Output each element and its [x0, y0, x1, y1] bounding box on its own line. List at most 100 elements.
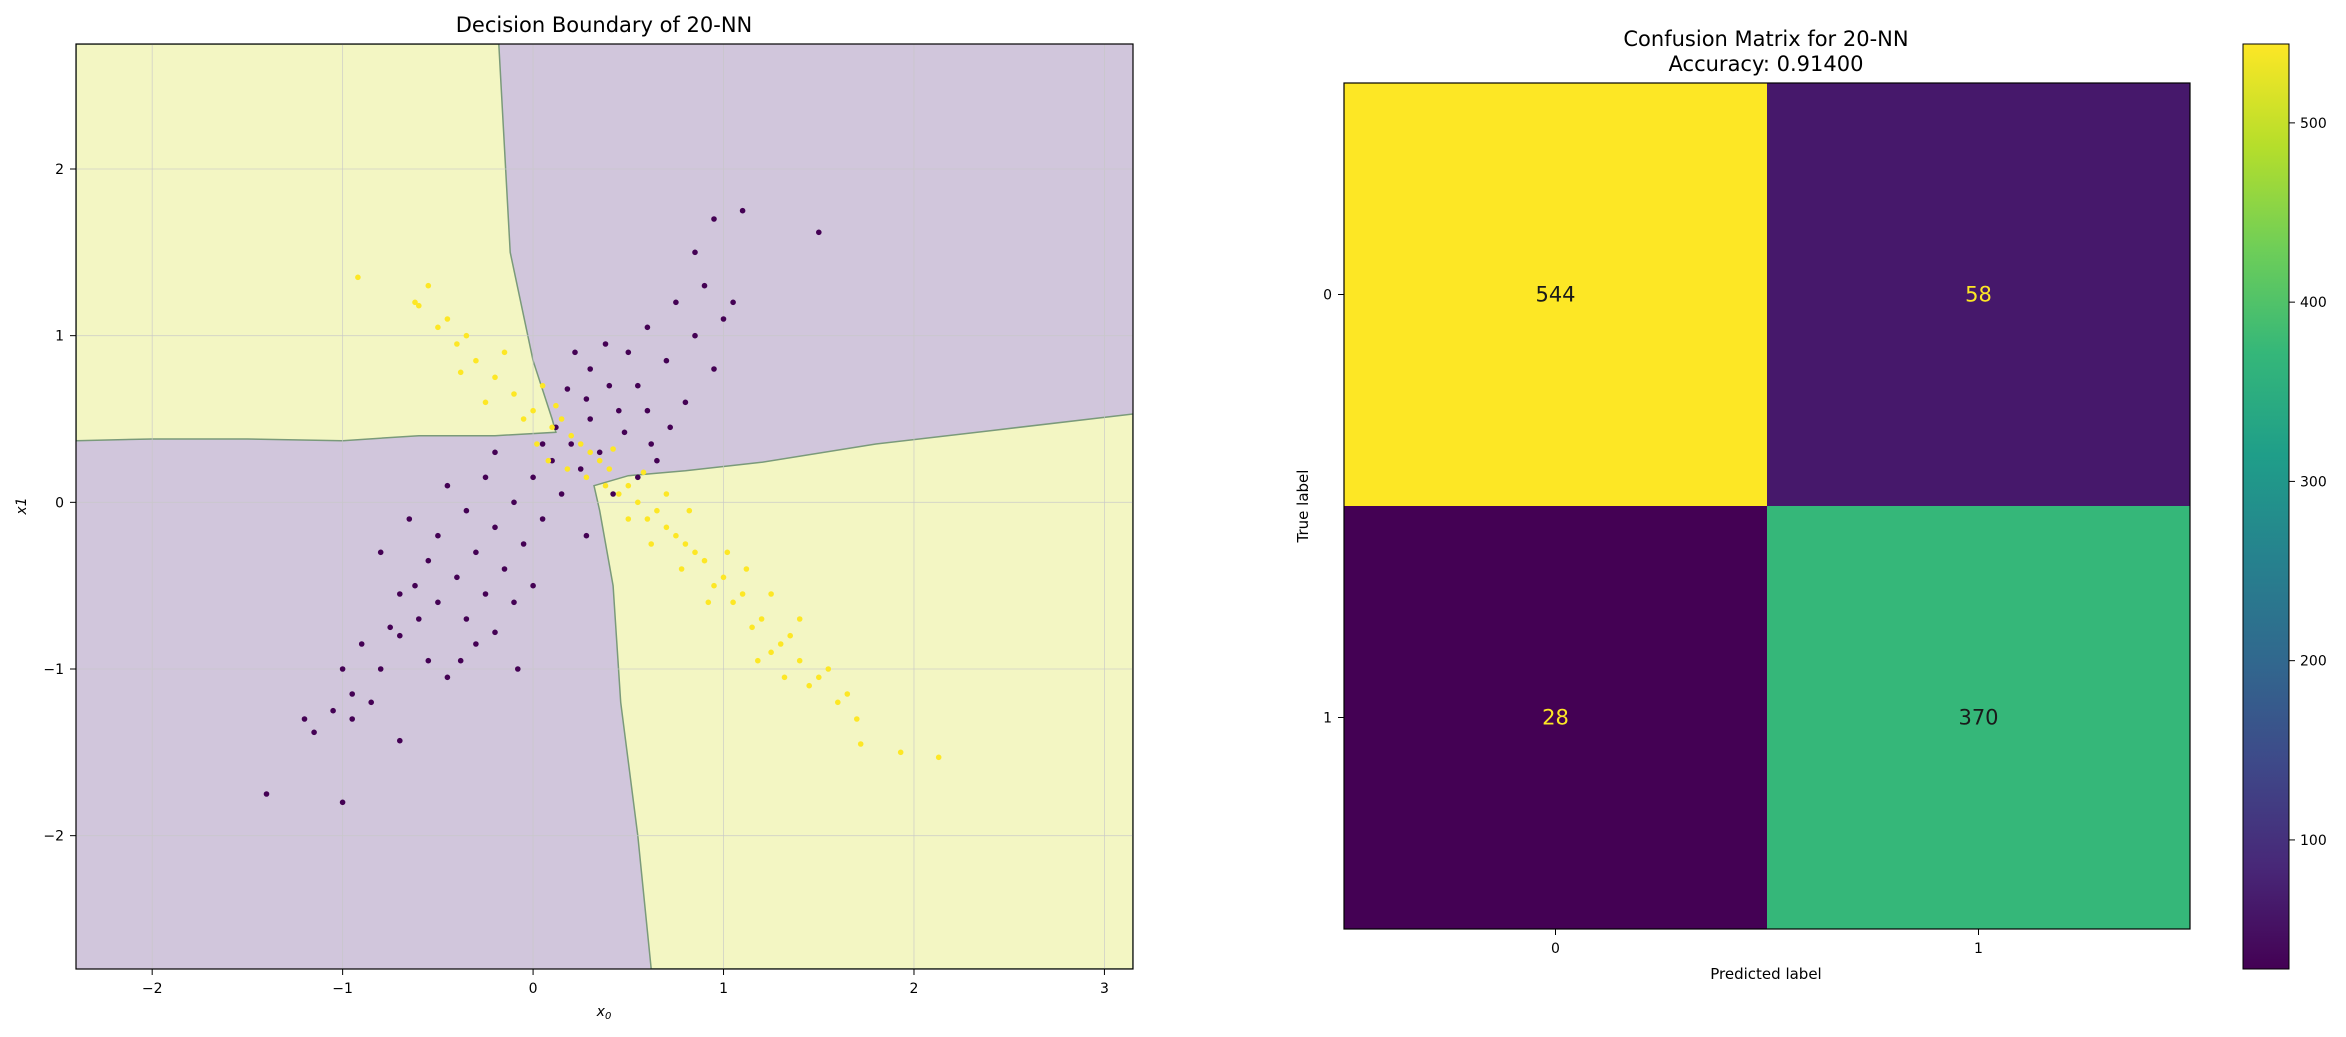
- x-tick-label: 0: [529, 981, 538, 997]
- data-point-class0: [368, 699, 375, 706]
- data-point-class1: [549, 424, 555, 431]
- scatter-points: [263, 207, 942, 806]
- data-point-class0: [397, 632, 403, 639]
- x-axis-label: x0: [596, 1004, 612, 1022]
- data-point-class0: [816, 229, 822, 236]
- data-point-class1: [545, 457, 552, 464]
- x-tick-label: 3: [1100, 981, 1109, 997]
- y-tick-label: −1: [43, 662, 64, 678]
- data-point-class1: [724, 549, 731, 556]
- data-point-class0: [492, 449, 498, 456]
- data-point-class0: [625, 349, 632, 356]
- region-class1-lower-right: [593, 413, 1133, 969]
- data-point-class1: [501, 349, 508, 356]
- data-point-class0: [473, 641, 479, 647]
- confusion-matrix-chart: Confusion Matrix for 20-NN Accuracy: 0.9…: [1294, 27, 2327, 983]
- data-point-class0: [682, 399, 689, 406]
- data-point-class0: [520, 541, 527, 547]
- x-tick-label: 2: [910, 981, 919, 997]
- x-tick-label: 1: [719, 981, 728, 997]
- x-tick-label: −2: [142, 981, 163, 997]
- data-point-class0: [673, 299, 679, 306]
- data-point-class0: [587, 416, 593, 422]
- predicted-label-axis: Predicted label: [1710, 965, 1821, 983]
- data-point-class1: [692, 549, 698, 556]
- data-point-class0: [610, 491, 616, 497]
- data-point-class0: [482, 591, 489, 597]
- data-point-class0: [482, 474, 489, 481]
- data-point-class0: [648, 441, 654, 447]
- y-axis-label: x1: [14, 497, 30, 515]
- data-point-class0: [301, 716, 308, 722]
- data-point-class1: [854, 716, 860, 722]
- data-point-class1: [730, 599, 736, 606]
- data-point-class0: [349, 691, 356, 697]
- y-tick-label: −2: [43, 829, 64, 845]
- data-point-class0: [358, 641, 365, 647]
- data-point-class0: [539, 516, 546, 522]
- data-point-class0: [596, 449, 603, 456]
- data-point-class0: [692, 332, 698, 339]
- data-point-class0: [530, 582, 536, 589]
- data-point-class1: [857, 741, 864, 747]
- predicted-tick-label: 1: [1974, 941, 1983, 957]
- colorbar-tick-label: 500: [2300, 116, 2327, 132]
- data-point-class0: [711, 216, 717, 222]
- data-point-class0: [587, 366, 593, 372]
- data-point-class1: [768, 649, 774, 656]
- data-point-class0: [583, 396, 590, 402]
- data-point-class0: [444, 482, 451, 489]
- matrix-cell-value: 370: [1958, 706, 1998, 730]
- data-point-class1: [530, 407, 536, 414]
- data-point-class1: [534, 441, 540, 447]
- data-point-class0: [568, 441, 574, 447]
- data-point-class0: [501, 566, 508, 572]
- data-point-class0: [667, 424, 673, 431]
- data-point-class0: [577, 466, 584, 472]
- data-point-class1: [816, 674, 822, 681]
- data-point-class1: [444, 316, 451, 322]
- data-point-class1: [568, 432, 574, 439]
- data-point-class1: [844, 691, 851, 697]
- data-point-class1: [520, 416, 527, 422]
- matrix-cell-value: 58: [1965, 283, 1992, 307]
- colorbar-tick-label: 200: [2300, 654, 2327, 670]
- data-point-class0: [635, 474, 641, 481]
- colorbar: [2242, 43, 2290, 970]
- data-point-class0: [406, 516, 413, 522]
- data-point-class1: [720, 574, 727, 581]
- data-point-class0: [339, 799, 346, 806]
- data-point-class1: [755, 657, 761, 664]
- data-point-class1: [602, 482, 609, 489]
- data-point-class1: [796, 657, 803, 664]
- data-point-class0: [572, 349, 578, 356]
- data-point-class0: [454, 574, 460, 581]
- data-point-class1: [635, 499, 641, 506]
- data-point-class0: [602, 341, 609, 347]
- data-point-class0: [558, 491, 565, 497]
- data-point-class1: [625, 516, 632, 522]
- data-point-class1: [806, 682, 812, 689]
- left-plot-frame: [75, 43, 1134, 970]
- data-point-class1: [482, 399, 489, 406]
- data-point-class1: [564, 466, 571, 472]
- data-point-class1: [705, 599, 712, 606]
- data-point-class0: [739, 207, 746, 214]
- data-point-class1: [558, 416, 565, 422]
- data-point-class0: [435, 532, 441, 539]
- data-point-class1: [787, 632, 793, 639]
- matrix-frame: [1343, 82, 2191, 930]
- data-point-class0: [711, 366, 717, 372]
- matrix-cell-value: 28: [1542, 706, 1569, 730]
- grid: [76, 44, 1133, 969]
- data-point-class0: [511, 599, 517, 606]
- true-label-axis: True label: [1294, 470, 1312, 544]
- data-point-class0: [583, 532, 590, 539]
- data-point-class1: [758, 616, 765, 622]
- data-point-class1: [435, 324, 441, 331]
- data-point-class1: [625, 482, 632, 489]
- data-point-class1: [682, 541, 689, 547]
- data-point-class1: [610, 446, 616, 452]
- data-point-class1: [663, 524, 670, 531]
- data-point-class0: [730, 299, 736, 306]
